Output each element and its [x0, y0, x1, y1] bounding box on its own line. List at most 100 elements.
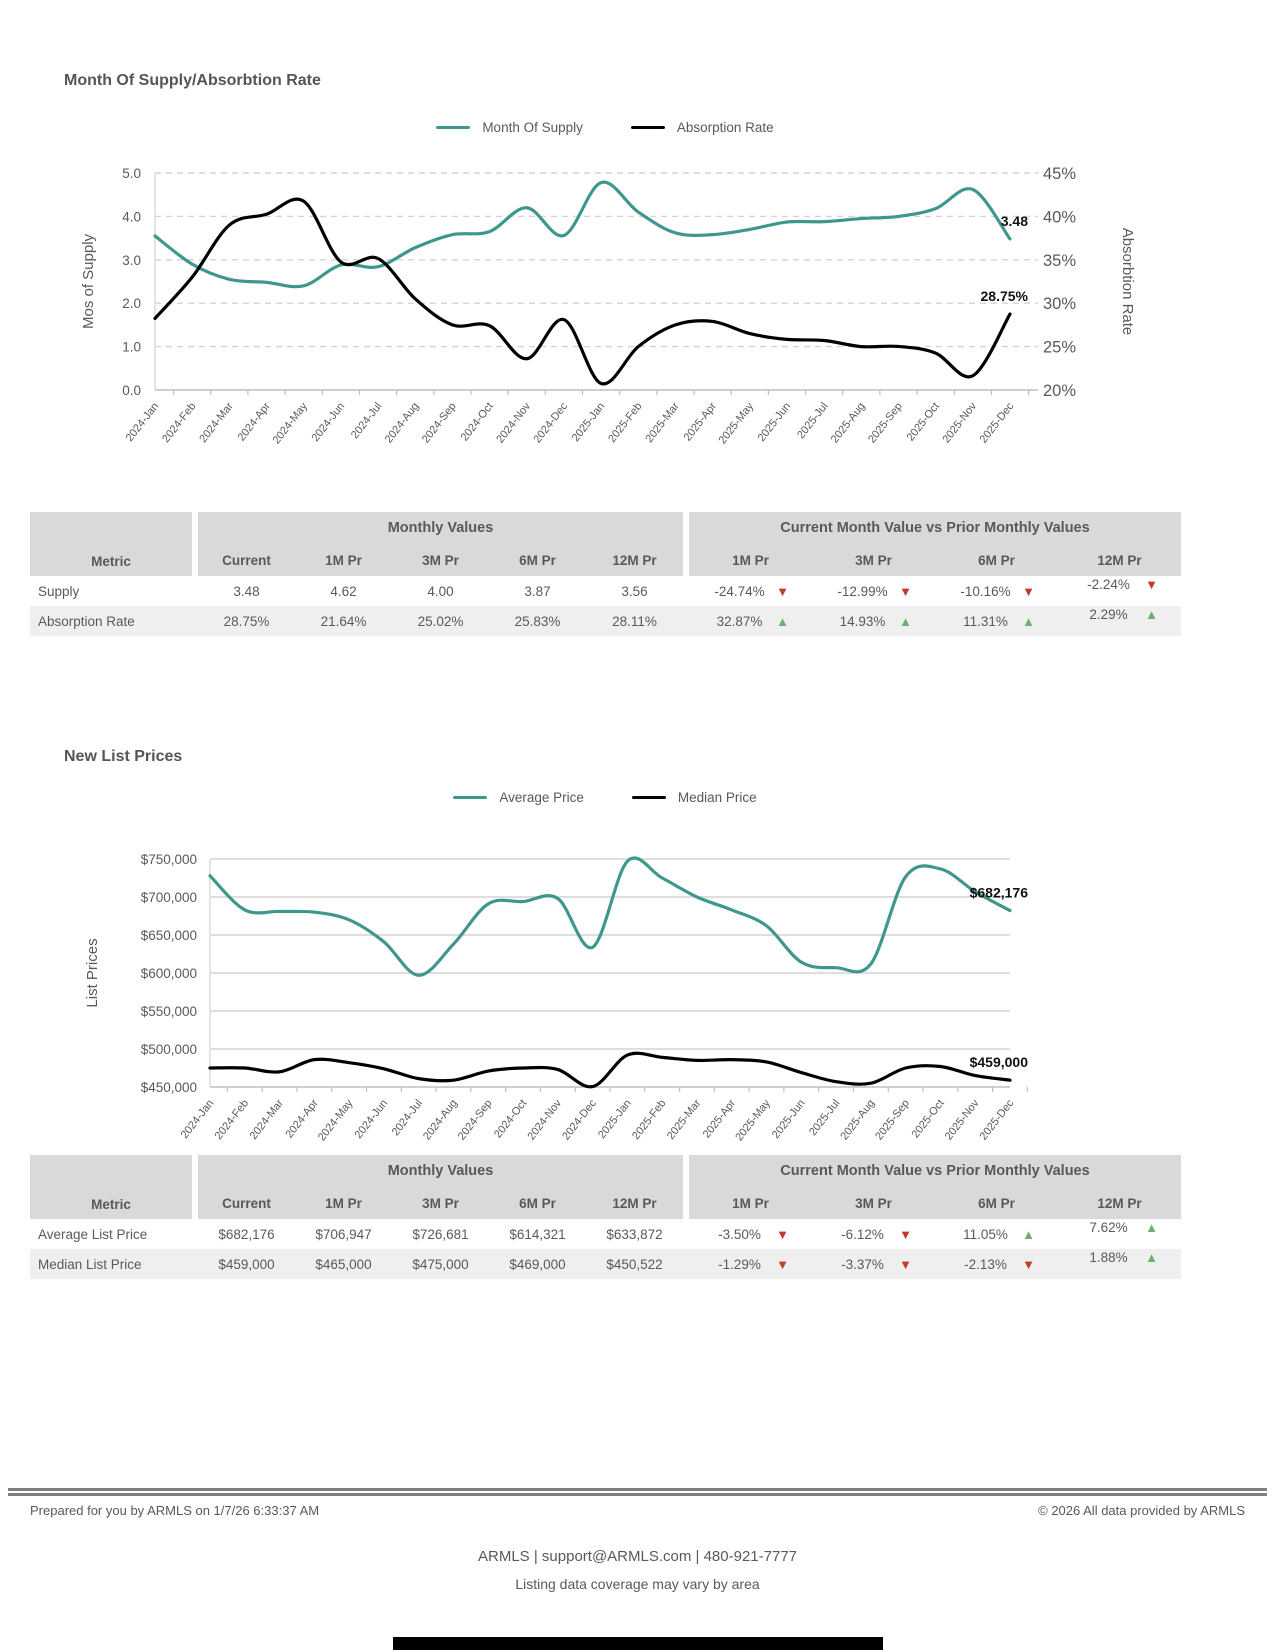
- x-axis-label: 2024-Jun: [310, 400, 348, 444]
- left-tick-label: $600,000: [141, 966, 197, 981]
- x-axis-label: 2024-Sep: [420, 400, 459, 445]
- delta-value: -10.16%: [960, 583, 1011, 599]
- value-column-header: 1M Pr: [295, 544, 392, 576]
- comparison-group-header: Current Month Value vs Prior Monthly Val…: [689, 512, 1181, 544]
- left-tick-label: $450,000: [141, 1080, 197, 1095]
- trend-up-icon: ▲: [1145, 1249, 1158, 1265]
- delta-cell: -3.50% ▼: [689, 1219, 812, 1249]
- x-axis-label: 2024-Jan: [124, 400, 162, 444]
- series-line-average-price: [208, 856, 1012, 977]
- delta-cell: -2.13% ▼: [935, 1249, 1058, 1279]
- value-cell: 25.83%: [489, 606, 586, 636]
- delta-value: -2.13%: [964, 1256, 1007, 1272]
- value-cell: $459,000: [198, 1249, 295, 1279]
- legend-label: Month Of Supply: [482, 120, 583, 135]
- x-axis-label: 2025-Oct: [905, 400, 942, 443]
- x-axis-label: 2025-Apr: [701, 1097, 739, 1140]
- x-axis-ticks: [226, 1087, 1028, 1092]
- x-axis-label: 2024-Feb: [213, 1097, 251, 1141]
- series-line-median-price: [208, 1051, 1012, 1089]
- delta-column-header: 1M Pr: [689, 544, 812, 576]
- x-axis-label: 2024-Jul: [390, 1097, 425, 1138]
- delta-value: 2.29%: [1089, 606, 1128, 622]
- value-column-header: 6M Pr: [489, 544, 586, 576]
- gridlines: [209, 858, 1010, 1088]
- x-axis-label: 2025-Mar: [643, 400, 682, 445]
- delta-value: 11.31%: [963, 613, 1008, 629]
- right-tick-label: 20%: [1043, 382, 1076, 400]
- value-column-header: Current: [198, 544, 295, 576]
- right-axis-title: Absorbtion Rate: [1119, 228, 1135, 336]
- value-cell: $469,000: [489, 1249, 586, 1279]
- x-axis-label: 2025-Aug: [838, 1097, 877, 1142]
- x-axis-label: 2025-Jul: [807, 1097, 842, 1138]
- delta-value: -6.12%: [841, 1226, 884, 1242]
- metric-column-header: Metric: [30, 1155, 192, 1219]
- value-cell: 28.75%: [198, 606, 295, 636]
- legend-line-swatch: [453, 796, 488, 799]
- x-axis-label: 2025-Jan: [596, 1097, 634, 1141]
- left-tick-label: 3.0: [122, 253, 141, 268]
- x-axis-label: 2024-Feb: [160, 400, 198, 444]
- gap-cell: [683, 1249, 689, 1279]
- x-axis-labels: 2024-Jan2024-Feb2024-Mar2024-Apr2024-May…: [179, 1097, 1017, 1143]
- left-tick-label: $650,000: [141, 928, 197, 943]
- x-axis-label: 2025-Dec: [978, 400, 1017, 445]
- right-axis-tick-labels: 45% 40% 35% 30% 25% 20%: [1043, 165, 1076, 400]
- delta-column-header: 3M Pr: [812, 544, 935, 576]
- series-line-month-of-supply: [153, 180, 1012, 289]
- footer-prepared-text: Prepared for you by ARMLS on 1/7/26 6:33…: [30, 1503, 320, 1518]
- x-axis-label: 2025-Jul: [795, 400, 830, 441]
- x-axis-label: 2025-Nov: [940, 400, 979, 445]
- value-cell: $633,872: [586, 1219, 683, 1249]
- x-axis-label: 2025-Dec: [978, 1097, 1017, 1142]
- value-cell: 3.87: [489, 576, 586, 606]
- trend-up-icon: ▲: [1022, 613, 1035, 629]
- legend-line-swatch: [630, 126, 665, 129]
- trend-down-icon: ▼: [899, 1226, 912, 1242]
- delta-column-header: 12M Pr: [1058, 1187, 1181, 1219]
- trend-down-icon: ▼: [776, 583, 789, 599]
- x-axis-label: 2025-May: [717, 400, 757, 446]
- legend-label: Median Price: [677, 790, 757, 805]
- x-axis-label: 2025-Feb: [630, 1097, 668, 1141]
- right-tick-label: 40%: [1043, 208, 1076, 226]
- delta-column-header: 12M Pr: [1058, 544, 1181, 576]
- delta-value: -24.74%: [714, 583, 765, 599]
- x-axis-label: 2024-Sep: [456, 1097, 495, 1142]
- footer-coverage-text: Listing data coverage may vary by area: [515, 1576, 760, 1592]
- footer-contact-link[interactable]: ARMLS | support@ARMLS.com | 480-921-7777: [478, 1548, 797, 1565]
- monthly-values-group-header: Monthly Values: [198, 512, 683, 544]
- metric-name-cell: Supply: [30, 576, 192, 606]
- trend-up-icon: ▲: [1022, 1226, 1035, 1242]
- trend-up-icon: ▲: [899, 613, 912, 629]
- left-tick-label: 0.0: [122, 383, 141, 398]
- x-axis-label: 2025-Nov: [943, 1097, 982, 1142]
- x-axis-ticks: [172, 390, 1030, 395]
- section2-title: New List Prices: [64, 748, 183, 765]
- trend-down-icon: ▼: [899, 583, 912, 599]
- delta-cell: 32.87% ▲: [689, 606, 812, 636]
- x-axis-label: 2024-Nov: [494, 400, 533, 445]
- right-tick-label: 30%: [1043, 295, 1076, 313]
- delta-cell: -10.16% ▼: [935, 576, 1058, 606]
- x-axis-label: 2024-Apr: [283, 1097, 321, 1140]
- delta-cell: -24.74% ▼: [689, 576, 812, 606]
- list-prices-table: Metric Monthly Values Current Month Value …: [30, 1155, 1181, 1279]
- legend-line-swatch: [436, 126, 471, 129]
- metric-name-cell: Median List Price: [30, 1249, 192, 1279]
- x-axis-label: 2025-Jun: [770, 1097, 808, 1141]
- x-axis-label: 2025-Apr: [682, 400, 720, 443]
- delta-cell: -12.99% ▼: [812, 576, 935, 606]
- delta-value: -12.99%: [837, 583, 888, 599]
- x-axis-label: 2024-Mar: [197, 400, 236, 445]
- x-axis-label: 2025-Oct: [909, 1097, 946, 1140]
- x-axis-label: 2025-Jan: [570, 400, 608, 444]
- left-tick-label: $500,000: [141, 1042, 197, 1057]
- value-cell: $726,681: [392, 1219, 489, 1249]
- delta-value: 32.87%: [716, 613, 763, 629]
- delta-column-header: 6M Pr: [935, 544, 1058, 576]
- x-axis-label: 2025-Feb: [606, 400, 644, 444]
